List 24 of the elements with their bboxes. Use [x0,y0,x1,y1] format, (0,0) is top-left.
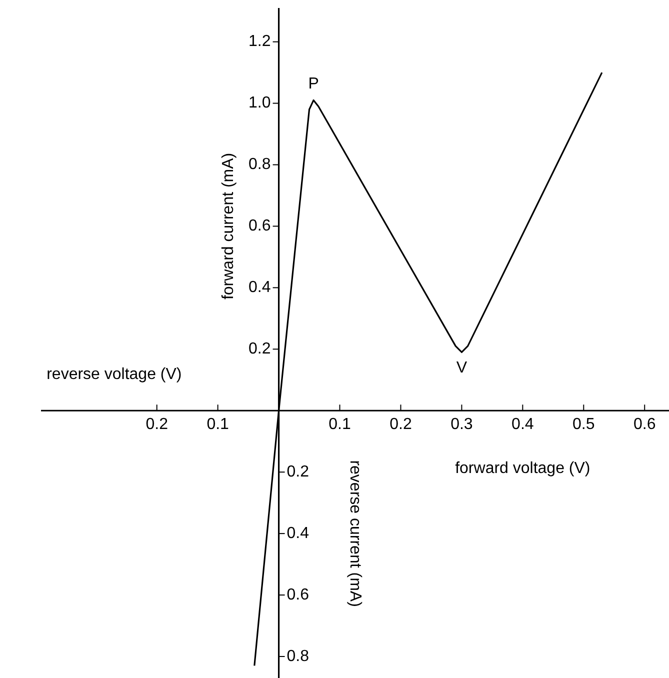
x-tick-label: 0.4 [512,416,534,434]
y-tick-label: 0.4 [248,279,271,296]
annotation: V [456,360,468,377]
annotation: reverse voltage (V) [46,366,182,384]
x-tick-label: 0.3 [450,416,473,434]
annotation: P [308,76,319,93]
x-tick-label: 0.1 [206,416,230,434]
y-tick-label: 0.6 [248,218,271,235]
x-tick-label: 0.2 [390,416,412,434]
y-tick-label: 1.2 [248,33,271,50]
y2-tick-label: 0.4 [286,524,310,542]
y-tick-label: 0.2 [248,340,271,358]
y-axis-title: forward current (mA) [220,152,238,300]
y2-tick-label: 0.2 [286,463,310,480]
x-axis-title: forward voltage (V) [455,460,590,478]
y2-tick-label: 0.6 [286,586,310,604]
y2-axis-title: reverse current (mA) [346,460,364,607]
y2-tick-label: 0.8 [286,648,310,665]
y-tick-label: 0.8 [248,156,271,174]
y-tick-label: 1.0 [248,94,271,112]
x-tick-label: 0.5 [572,416,595,434]
x-tick-label: 0.2 [146,416,168,434]
x-tick-label: 0.6 [633,416,656,434]
x-tick-label: 0.1 [328,416,351,434]
